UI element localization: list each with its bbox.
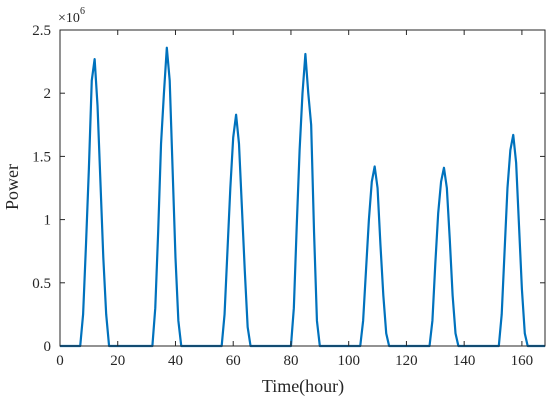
y-axis-multiplier-exponent: 6 xyxy=(80,6,85,17)
x-axis-title: Time(hour) xyxy=(262,376,344,397)
x-axis-ticks: 0 20 40 60 80 100 120 140 160 xyxy=(56,30,533,369)
y-tick-label: 1 xyxy=(44,213,52,229)
plot-frame xyxy=(59,29,546,347)
y-tick-label: 2 xyxy=(44,86,52,102)
y-axis-title: Power xyxy=(2,164,22,210)
x-tick-label: 140 xyxy=(453,353,476,369)
plot-area xyxy=(60,46,545,348)
y-axis-multiplier: ×10 xyxy=(58,11,80,26)
power-series-line xyxy=(60,46,545,348)
y-tick-label: 1.5 xyxy=(32,149,51,165)
y-tick-label: 2.5 xyxy=(32,23,51,39)
x-tick-label: 20 xyxy=(110,353,125,369)
y-tick-label: 0 xyxy=(44,339,52,355)
y-axis-ticks: 0 0.5 1 1.5 2 2.5 xyxy=(32,23,545,355)
x-tick-label: 160 xyxy=(511,353,534,369)
x-tick-label: 0 xyxy=(56,353,64,369)
x-tick-label: 100 xyxy=(337,353,360,369)
x-tick-label: 80 xyxy=(283,353,298,369)
y-tick-label: 0.5 xyxy=(32,276,51,292)
x-tick-label: 40 xyxy=(168,353,183,369)
x-tick-label: 60 xyxy=(226,353,241,369)
x-tick-label: 120 xyxy=(395,353,418,369)
